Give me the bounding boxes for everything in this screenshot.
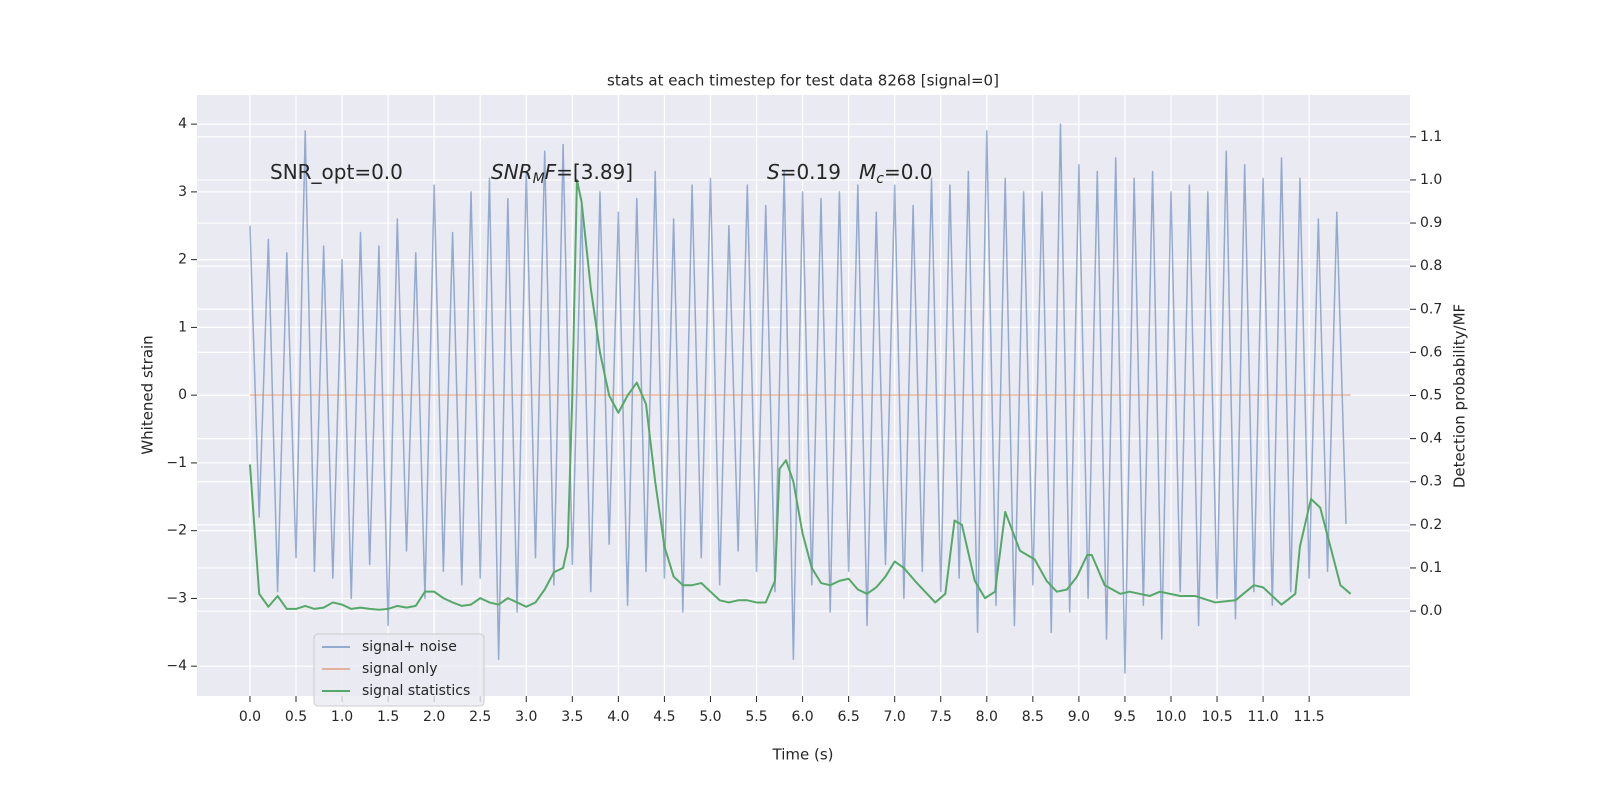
x-tick-label: 2.5 [469,709,491,725]
y2-axis-label: Detection probability/MF [1451,304,1469,488]
x-tick-label: 10.0 [1155,709,1186,725]
series-line [248,178,1352,611]
annotation-part: M [533,171,545,187]
series-line [249,123,1347,674]
x-tick-label: 5.0 [699,709,721,725]
x-tick-label: 2.0 [423,709,445,725]
legend-box [313,633,485,707]
x-tick-label: 3.0 [515,709,537,725]
y-tick-label: 2 [178,252,187,268]
x-tick-label: 7.0 [884,709,906,725]
x-tick-label: 7.5 [930,709,952,725]
y2-tick-label: 1.1 [1420,129,1442,145]
chart-title: stats at each timestep for test data 826… [607,72,999,90]
x-tick-label: 10.5 [1201,709,1232,725]
y2-tick-label: 0.0 [1420,603,1442,619]
x-tick-label: 6.5 [837,709,859,725]
x-tick-label: 8.0 [976,709,998,725]
y-tick-label: 4 [178,116,187,132]
y2-tick-label: 1.0 [1420,172,1442,188]
x-tick-label: 11.0 [1248,709,1279,725]
y-tick-label: 0 [178,387,187,403]
y-tick-label: 3 [178,184,187,200]
x-tick-label: 1.0 [331,709,353,725]
y-tick-label: −4 [166,658,187,674]
y-tick-label: −2 [166,523,187,539]
y2-tick-label: 0.5 [1420,388,1442,404]
annotation-part: M [859,160,876,184]
annotation: Mc=0.0 [859,160,933,188]
x-tick-label: 6.0 [791,709,813,725]
annotation-part: =0.0 [884,160,933,184]
annotation-part: SNR_opt=0.0 [270,160,403,184]
y2-tick-label: 0.6 [1420,344,1442,360]
annotation-part: =[3.89] [556,160,633,184]
x-tick-label: 5.5 [745,709,767,725]
x-tick-label: 9.5 [1114,709,1136,725]
y-tick-label: −1 [166,455,187,471]
x-tick-label: 9.0 [1068,709,1090,725]
x-tick-label: 3.5 [561,709,583,725]
y2-tick-label: 0.4 [1420,431,1442,447]
x-axis-label: Time (s) [772,746,834,764]
y-tick-label: 1 [178,319,187,335]
annotation: SNRMF=[3.89] [491,160,633,188]
x-tick-label: 4.5 [653,709,675,725]
legend-label: signal statistics [362,683,470,699]
x-tick-label: 1.5 [377,709,399,725]
annotation-part: c [876,171,884,187]
x-tick-label: 8.5 [1022,709,1044,725]
legend-label: signal only [362,661,437,677]
annotation-part: S [767,160,780,184]
x-tick-label: 0.5 [285,709,307,725]
annotation: S=0.19 [767,160,841,184]
x-tick-label: 4.0 [607,709,629,725]
annotation-part: SNR [491,160,533,184]
legend-label: signal+ noise [362,639,457,655]
y2-tick-label: 0.9 [1420,215,1442,231]
annotation-part: =0.19 [780,160,841,184]
y-tick-label: −3 [166,590,187,606]
x-tick-label: 0.0 [239,709,261,725]
y2-tick-label: 0.2 [1420,517,1442,533]
y-axis-label: Whitened strain [139,335,157,454]
marks [248,123,1352,674]
annotation-part: F [545,160,557,184]
labels: −4 −3 −2 −1 0 1 2 3 4 0.0 0.1 0.2 0.3 0.4 0.5 0.6 0.7 0.8… [166,116,1442,725]
x-tick-label: 11.5 [1294,709,1325,725]
y2-tick-label: 0.7 [1420,301,1442,317]
annotation: SNR_opt=0.0 [270,160,403,184]
y2-tick-label: 0.8 [1420,258,1442,274]
y2-tick-label: 0.3 [1420,474,1442,490]
y2-tick-label: 0.1 [1420,560,1442,576]
